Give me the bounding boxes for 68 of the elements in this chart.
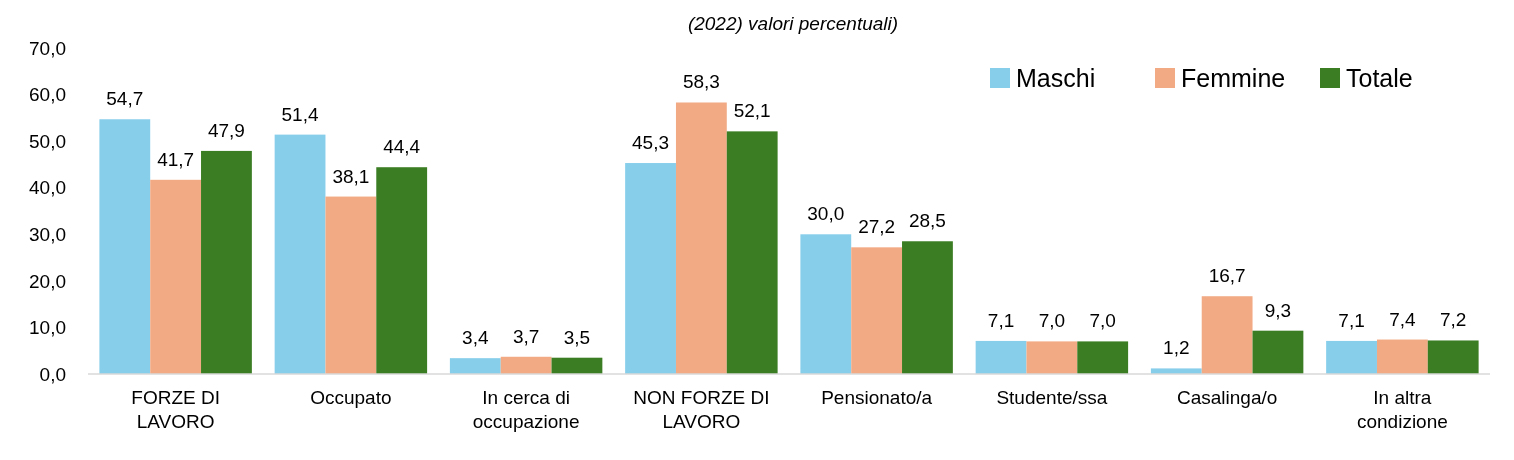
data-label: 51,4 xyxy=(281,103,319,125)
data-label: 9,3 xyxy=(1264,299,1292,321)
bar xyxy=(1026,341,1078,374)
bar xyxy=(675,102,727,374)
bar xyxy=(376,167,428,374)
data-label: 7,0 xyxy=(1089,310,1116,332)
data-label: 28,5 xyxy=(908,210,946,232)
data-label: 7,4 xyxy=(1389,308,1417,330)
x-tick-label: Casalinga/o xyxy=(1176,387,1278,408)
bar xyxy=(201,150,252,374)
data-label: 3,5 xyxy=(563,326,591,348)
bar xyxy=(1077,341,1129,374)
bar xyxy=(1326,340,1377,374)
x-tick-label: FORZE DI LAVORO xyxy=(131,387,220,432)
data-label: 7,1 xyxy=(987,309,1015,331)
y-tick-label: 60,0 xyxy=(29,84,66,106)
data-label: 1,2 xyxy=(1163,337,1190,359)
bar xyxy=(625,163,676,374)
bar xyxy=(1252,330,1304,374)
x-tick-label: Pensionato/a xyxy=(821,387,933,408)
data-label: 7,1 xyxy=(1338,309,1365,331)
bar xyxy=(1150,368,1202,374)
data-label: 27,2 xyxy=(858,216,896,238)
data-label: 44,4 xyxy=(383,136,421,158)
data-label: 38,1 xyxy=(332,165,370,187)
data-label: 47,9 xyxy=(207,119,245,141)
data-label: 3,7 xyxy=(512,325,540,347)
y-tick-label: 50,0 xyxy=(29,130,66,152)
legend-label: Totale xyxy=(1346,63,1413,92)
y-tick-label: 10,0 xyxy=(29,317,66,339)
bar xyxy=(1376,339,1428,374)
bar xyxy=(325,196,377,374)
bar xyxy=(449,358,501,374)
bar xyxy=(800,234,852,374)
x-tick-label: Occupato xyxy=(310,387,392,408)
bar xyxy=(150,179,202,374)
data-label: 52,1 xyxy=(733,100,771,122)
x-tick-label: Studente/ssa xyxy=(996,387,1108,408)
y-tick-label: 40,0 xyxy=(29,177,66,199)
data-label: 7,2 xyxy=(1439,309,1467,331)
bar xyxy=(851,247,903,374)
y-tick-label: 70,0 xyxy=(29,37,66,59)
data-label: 7,0 xyxy=(1038,310,1066,332)
y-tick-label: 0,0 xyxy=(39,363,66,385)
data-label: 41,7 xyxy=(157,148,195,170)
legend-label: Femmine xyxy=(1181,63,1286,92)
y-tick-label: 20,0 xyxy=(29,270,66,292)
y-tick-label: 30,0 xyxy=(29,223,66,245)
bar xyxy=(99,119,151,374)
bar xyxy=(902,241,953,374)
data-label: 30,0 xyxy=(807,203,845,225)
legend-label: Maschi xyxy=(1016,63,1096,92)
data-label: 16,7 xyxy=(1208,265,1246,287)
chart-subtitle: (2022) valori percentuali) xyxy=(687,13,899,34)
data-label: 45,3 xyxy=(632,132,670,154)
bar xyxy=(726,131,778,374)
data-label: 58,3 xyxy=(682,71,720,93)
bar xyxy=(1201,296,1253,374)
x-tick-label: In cerca di occupazione xyxy=(472,387,580,432)
bar xyxy=(551,357,603,374)
bar xyxy=(274,134,326,374)
x-tick-label: In altra condizione xyxy=(1356,387,1448,432)
data-label: 54,7 xyxy=(106,88,144,110)
bar xyxy=(1427,340,1479,374)
data-label: 3,4 xyxy=(462,327,489,349)
bar xyxy=(500,356,552,374)
bar xyxy=(975,340,1027,374)
x-tick-label: NON FORZE DI LAVORO xyxy=(633,387,770,432)
